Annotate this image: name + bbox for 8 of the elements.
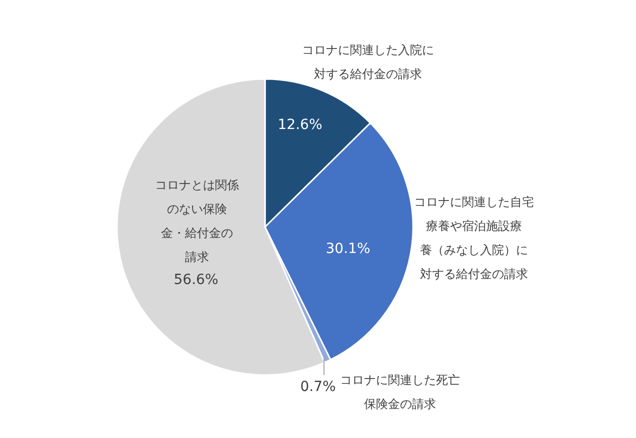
slice-label: コロナに関連した自宅療養や宿泊施設療養（みなし入院）に対する給付金の請求	[414, 195, 534, 281]
slice-label: コロナに関連した死亡保険金の請求	[340, 373, 460, 411]
data-label: 30.1%	[326, 241, 370, 257]
slice-label: コロナに関連した入院に対する給付金の請求	[302, 43, 434, 81]
data-label: 12.6%	[278, 117, 322, 133]
slice-label: コロナとは関係のない保険金・給付金の請求	[155, 178, 239, 264]
data-label: 0.7%	[300, 379, 336, 395]
data-label: 56.6%	[174, 272, 218, 288]
